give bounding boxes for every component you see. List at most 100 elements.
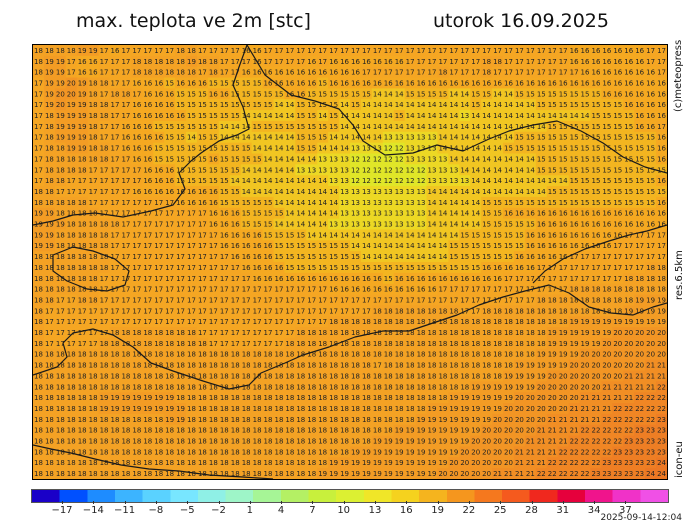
map-cell [65, 457, 78, 469]
map-cell [196, 45, 209, 57]
map-cell [175, 175, 187, 187]
map-cell [470, 45, 482, 57]
color-scale-tick-label: 10 [337, 505, 351, 516]
map-cell [175, 316, 187, 328]
temperature-value: 19 [45, 242, 54, 250]
map-cell [535, 131, 548, 144]
temperature-value: 17 [187, 307, 196, 315]
map-cell [328, 381, 340, 393]
temperature-value: 17 [591, 275, 600, 283]
map-cell [240, 446, 253, 458]
temperature-value: 18 [417, 405, 426, 413]
temperature-value: 18 [351, 416, 360, 424]
map-cell [393, 251, 406, 263]
map-cell [481, 468, 493, 479]
temperature-value: 17 [460, 286, 469, 294]
map-cell [459, 196, 471, 209]
temperature-value: 15 [591, 188, 600, 196]
temperature-value: 18 [34, 47, 43, 55]
temperature-value: 16 [438, 79, 447, 87]
temperature-value: 20 [591, 372, 600, 380]
map-cell [404, 316, 417, 328]
map-cell [426, 240, 439, 252]
temperature-value: 17 [121, 231, 130, 239]
map-cell [328, 251, 340, 263]
map-cell [448, 262, 460, 274]
map-cell [350, 99, 362, 111]
temperature-value: 22 [537, 470, 546, 478]
temperature-value: 15 [482, 199, 491, 207]
map-cell [601, 99, 613, 111]
temperature-value: 16 [264, 264, 273, 272]
map-cell [229, 196, 242, 209]
map-cell [404, 175, 417, 187]
temperature-value: 17 [307, 307, 316, 315]
temperature-value: 14 [449, 123, 458, 131]
map-cell [612, 55, 624, 68]
map-cell [459, 251, 471, 263]
temperature-value: 16 [362, 286, 371, 294]
temperature-value: 18 [351, 362, 360, 370]
temperature-value: 15 [602, 166, 611, 174]
temperature-value: 17 [56, 307, 65, 315]
temperature-value: 18 [242, 427, 251, 435]
map-cell [546, 45, 559, 57]
map-cell [76, 348, 89, 361]
map-cell [426, 272, 439, 285]
temperature-value: 17 [384, 47, 393, 55]
temperature-value: 16 [581, 69, 590, 77]
map-cell [371, 370, 384, 382]
map-cell [76, 77, 89, 89]
temperature-value: 15 [296, 242, 305, 250]
temperature-value: 15 [559, 155, 568, 163]
temperature-value: 20 [602, 351, 611, 359]
temperature-value: 17 [307, 286, 316, 294]
map-cell [229, 262, 242, 274]
temperature-value: 14 [438, 242, 447, 250]
map-cell [590, 66, 603, 79]
map-cell [295, 251, 307, 263]
map-cell [262, 424, 275, 437]
temperature-value: 18 [89, 253, 98, 261]
temperature-value: 14 [406, 101, 415, 109]
temperature-value: 14 [428, 242, 437, 250]
temperature-value: 19 [646, 296, 655, 304]
temperature-value: 17 [56, 340, 65, 348]
map-cell [535, 294, 548, 306]
map-cell [393, 348, 406, 361]
temperature-value: 18 [329, 394, 338, 402]
temperature-value: 18 [307, 405, 316, 413]
map-cell [131, 359, 143, 372]
map-cell [470, 262, 482, 274]
map-cell [568, 348, 581, 361]
map-cell [240, 99, 253, 111]
map-cell [98, 435, 111, 448]
temperature-value: 15 [559, 134, 568, 142]
map-cell [229, 142, 242, 155]
temperature-value: 18 [187, 427, 196, 435]
temperature-value: 19 [548, 329, 557, 337]
temperature-value: 18 [34, 199, 43, 207]
map-cell [492, 392, 504, 404]
map-cell [87, 88, 100, 100]
map-cell [645, 45, 657, 57]
map-cell [240, 272, 253, 285]
temperature-value: 22 [635, 394, 644, 402]
temperature-value: 14 [362, 101, 371, 109]
map-cell [164, 262, 176, 274]
map-cell [481, 218, 493, 231]
map-cell [535, 120, 548, 133]
map-cell [196, 142, 209, 155]
temperature-value: 17 [373, 362, 382, 370]
temperature-value: 16 [231, 231, 240, 239]
temperature-value: 13 [395, 134, 404, 142]
map-cell [350, 88, 362, 100]
map-cell [131, 337, 143, 350]
map-cell [218, 218, 231, 231]
temperature-value: 17 [111, 253, 120, 261]
map-cell [273, 337, 286, 350]
temperature-value: 14 [471, 155, 480, 163]
temperature-value: 17 [121, 253, 130, 261]
map-cell [76, 327, 89, 339]
temperature-value: 16 [526, 231, 535, 239]
